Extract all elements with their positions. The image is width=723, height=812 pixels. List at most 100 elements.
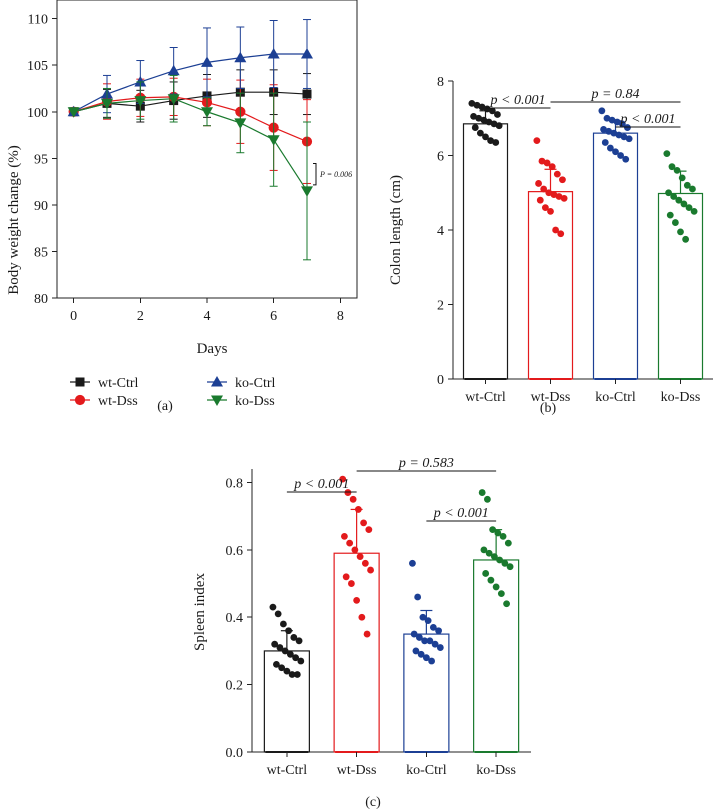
panel-b-data-point — [603, 114, 611, 122]
panel-c-data-point — [353, 596, 361, 604]
panel-b-data-point — [625, 135, 633, 143]
panel-b-data-point — [622, 155, 630, 163]
panel-c-data-point — [480, 546, 488, 554]
panel-b-group-ko-Ctrl — [592, 107, 639, 380]
legend-label-ko-Ctrl: ko-Ctrl — [235, 376, 276, 391]
panel-b-bar-chart: Colon length (cm) (b) 0 2 4 6 8 wt-Ctrl wt-Dss… — [388, 75, 713, 416]
panel-c-data-point — [361, 559, 369, 567]
panel-b-xtick-label: ko-Ctrl — [595, 390, 636, 405]
panel-c-data-point — [429, 623, 437, 631]
panel-b-data-point — [677, 228, 684, 236]
panel-c-data-point — [339, 475, 347, 483]
panel-a-ytick-label: 95 — [34, 152, 48, 167]
legend-label-wt-Ctrl: wt-Ctrl — [98, 376, 139, 391]
legend-marker-wt-Dss — [74, 394, 86, 406]
panel-c-data-point — [506, 563, 514, 571]
panel-a-xtick-label: 0 — [70, 309, 77, 324]
panel-c-ytick-label: 0.6 — [226, 544, 244, 559]
panel-b-data-point — [615, 131, 623, 139]
panel-a-annotation: P = 0.006 — [319, 170, 352, 179]
panel-b-data-point — [476, 129, 484, 137]
panel-b-bar — [527, 191, 574, 380]
panel-a-xtick-label: 6 — [270, 309, 277, 324]
panel-a-xtick-label: 4 — [204, 309, 211, 324]
panel-b-data-point — [598, 107, 606, 115]
panel-b-data-point — [617, 152, 625, 159]
panel-a-ylabel: Body weight change (%) — [6, 145, 22, 295]
panel-b-xtick-label: ko-Dss — [661, 390, 701, 405]
panel-c-data-point — [356, 553, 364, 560]
panel-c-data-point — [276, 644, 284, 651]
panel-b-data-point — [494, 111, 501, 118]
panel-b-data-point — [665, 189, 672, 197]
panel-b-data-point — [682, 235, 690, 243]
panel-a-label: (a) — [157, 399, 173, 414]
panel-c-ytick-label: 0.0 — [226, 746, 244, 761]
panel-b-data-point — [559, 176, 566, 184]
panel-a-point — [201, 56, 213, 67]
panel-b-data-point — [485, 118, 493, 126]
panel-c-data-point — [365, 526, 373, 534]
panel-b-bar — [657, 192, 704, 380]
panel-a-point — [201, 107, 213, 118]
panel-c-data-point — [419, 613, 427, 621]
panel-b-data-point — [680, 200, 688, 208]
panel-a-point — [134, 75, 147, 87]
panel-c-data-point — [409, 559, 416, 567]
panel-c-data-point — [269, 603, 277, 611]
panel-a-ytick-label: 80 — [34, 292, 48, 307]
panel-b-data-point — [533, 137, 541, 145]
panel-c-data-point — [421, 637, 429, 645]
panel-c-data-point — [416, 634, 423, 641]
legend-label-ko-Dss: ko-Dss — [235, 394, 275, 409]
panel-c-data-point — [492, 583, 500, 591]
panel-c-data-point — [341, 532, 348, 540]
panel-c-data-point — [293, 671, 301, 678]
panel-c-bar — [403, 633, 450, 753]
panel-b-bar — [592, 132, 639, 380]
panel-b-ytick-label: 0 — [437, 373, 444, 388]
panel-b-data-point — [605, 127, 613, 135]
panel-a-point — [267, 48, 280, 59]
panel-b-data-point — [473, 101, 481, 109]
panel-c-data-point — [354, 506, 362, 513]
panel-c-data-point — [435, 627, 442, 635]
panel-b-data-point — [543, 159, 551, 167]
panel-a-ytick-label: 85 — [34, 245, 48, 260]
panel-c-group-ko-Ctrl — [403, 559, 450, 753]
panel-b-data-point — [548, 163, 556, 171]
panel-b-data-point — [482, 133, 489, 141]
panel-c-ytick-label: 0.2 — [226, 679, 244, 694]
panel-c-data-point — [351, 546, 359, 554]
panel-c-data-point — [295, 637, 303, 645]
panel-b-data-point — [490, 120, 498, 128]
panel-a-series-line — [73, 53, 307, 113]
panel-b-data-point — [618, 120, 626, 128]
panel-b-data-point — [557, 230, 565, 238]
panel-b-data-point — [663, 150, 671, 158]
panel-c-data-point — [286, 650, 294, 658]
panel-c-bar — [333, 552, 380, 753]
panel-c-data-point — [271, 640, 279, 648]
panel-c-ytick-label: 0.4 — [226, 611, 244, 626]
panel-a-series-line — [73, 96, 308, 143]
panel-b-data-point — [495, 122, 503, 130]
panel-b-data-point — [685, 204, 693, 212]
panel-c-data-point — [490, 553, 498, 560]
panel-b-data-point — [480, 116, 488, 124]
panel-b-xtick-label: wt-Ctrl — [465, 390, 506, 405]
panel-a-point — [234, 118, 247, 129]
panel-c-group-wt-Dss — [333, 475, 380, 753]
panel-a-point — [267, 135, 280, 146]
panel-a-xlabel: Days — [197, 341, 228, 357]
panel-b-label: (b) — [540, 401, 557, 416]
panel-b-data-point — [666, 211, 674, 219]
panel-b-data-point — [678, 174, 686, 182]
panel-c-data-point — [482, 570, 490, 577]
panel-b-ytick-label: 2 — [437, 299, 444, 314]
panel-c-group-wt-Ctrl — [263, 603, 310, 753]
panel-b-data-point — [471, 124, 479, 131]
panel-c-data-point — [410, 630, 418, 638]
panel-b-data-point — [690, 207, 698, 215]
panel-b-bar — [462, 123, 509, 380]
